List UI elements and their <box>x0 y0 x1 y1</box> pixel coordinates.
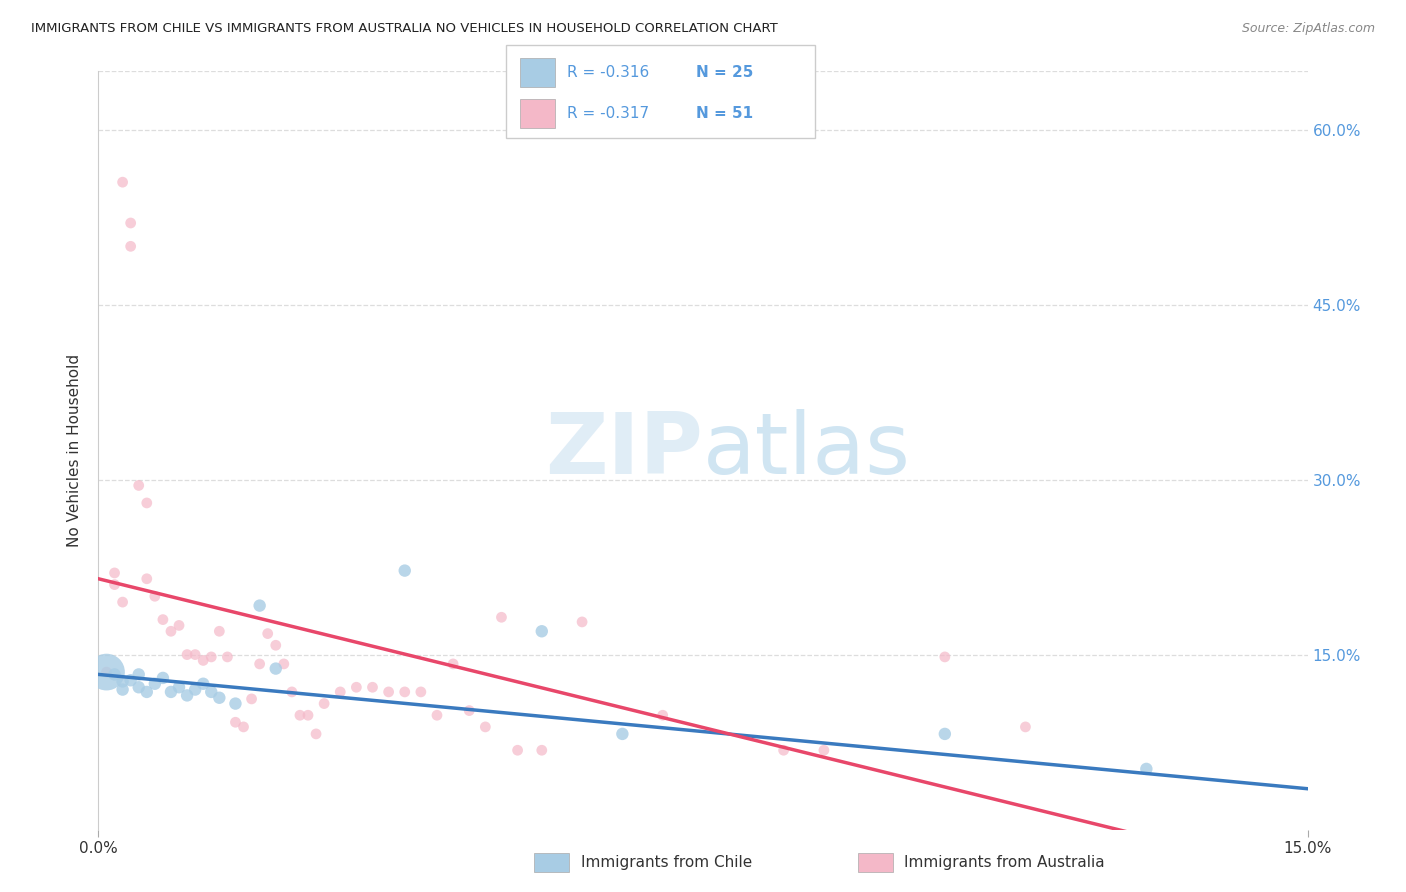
Point <box>249 657 271 671</box>
Point <box>208 624 231 639</box>
Point <box>135 685 157 699</box>
Point <box>491 610 513 624</box>
Point <box>281 685 304 699</box>
Point <box>1135 762 1157 776</box>
Point <box>152 671 174 685</box>
Point <box>103 667 125 681</box>
Point <box>176 689 198 703</box>
Point <box>96 665 118 679</box>
Point <box>329 685 352 699</box>
Point <box>193 653 215 667</box>
Point <box>273 657 295 671</box>
Point <box>103 566 125 580</box>
Point <box>344 680 367 694</box>
Point <box>143 677 166 691</box>
Point <box>184 682 207 697</box>
Point <box>128 667 150 681</box>
Point <box>224 715 246 730</box>
Point <box>167 680 190 694</box>
Point <box>426 708 449 723</box>
Point <box>377 685 399 699</box>
Point <box>103 577 125 591</box>
Point <box>772 743 794 757</box>
Point <box>314 697 336 711</box>
Point <box>193 677 215 691</box>
Point <box>409 685 432 699</box>
Text: Immigrants from Chile: Immigrants from Chile <box>581 855 752 870</box>
Point <box>256 626 278 640</box>
Point <box>120 673 142 688</box>
Point <box>128 680 150 694</box>
Point <box>240 692 263 706</box>
Point <box>571 615 593 629</box>
Point <box>394 685 416 699</box>
Point <box>530 743 553 757</box>
Point <box>224 697 246 711</box>
Point <box>288 708 311 723</box>
Point <box>264 638 287 652</box>
Point <box>651 708 673 723</box>
Point <box>934 649 956 664</box>
Point <box>813 743 835 757</box>
Point <box>111 682 134 697</box>
Text: R = -0.316: R = -0.316 <box>567 65 648 79</box>
Point <box>120 216 142 230</box>
Point <box>458 704 481 718</box>
Point <box>530 624 553 639</box>
Point <box>184 648 207 662</box>
Text: Source: ZipAtlas.com: Source: ZipAtlas.com <box>1241 22 1375 36</box>
Point <box>152 613 174 627</box>
Point <box>111 175 134 189</box>
Point <box>441 657 464 671</box>
Point <box>506 743 529 757</box>
Point <box>474 720 496 734</box>
Y-axis label: No Vehicles in Household: No Vehicles in Household <box>67 354 83 547</box>
Point <box>111 595 134 609</box>
Text: ZIP: ZIP <box>546 409 703 492</box>
Text: N = 25: N = 25 <box>696 65 754 79</box>
Point <box>249 599 271 613</box>
Point <box>200 685 222 699</box>
Point <box>135 572 157 586</box>
Text: atlas: atlas <box>703 409 911 492</box>
Point <box>96 665 118 679</box>
Text: IMMIGRANTS FROM CHILE VS IMMIGRANTS FROM AUSTRALIA NO VEHICLES IN HOUSEHOLD CORR: IMMIGRANTS FROM CHILE VS IMMIGRANTS FROM… <box>31 22 778 36</box>
Point <box>232 720 254 734</box>
Point <box>176 648 198 662</box>
Point <box>612 727 634 741</box>
Point <box>167 618 190 632</box>
Point <box>361 680 384 694</box>
Point <box>160 685 183 699</box>
Point <box>135 496 157 510</box>
Point <box>120 239 142 253</box>
Point <box>200 649 222 664</box>
Point <box>1014 720 1036 734</box>
Point <box>264 662 287 676</box>
Point <box>394 564 416 578</box>
Point <box>128 478 150 492</box>
Point <box>297 708 319 723</box>
Point <box>111 674 134 689</box>
Point <box>143 589 166 603</box>
Point <box>934 727 956 741</box>
Point <box>305 727 328 741</box>
Text: Immigrants from Australia: Immigrants from Australia <box>904 855 1105 870</box>
Point <box>160 624 183 639</box>
Point <box>208 690 231 705</box>
Text: R = -0.317: R = -0.317 <box>567 106 648 120</box>
Text: N = 51: N = 51 <box>696 106 754 120</box>
Point <box>217 649 239 664</box>
